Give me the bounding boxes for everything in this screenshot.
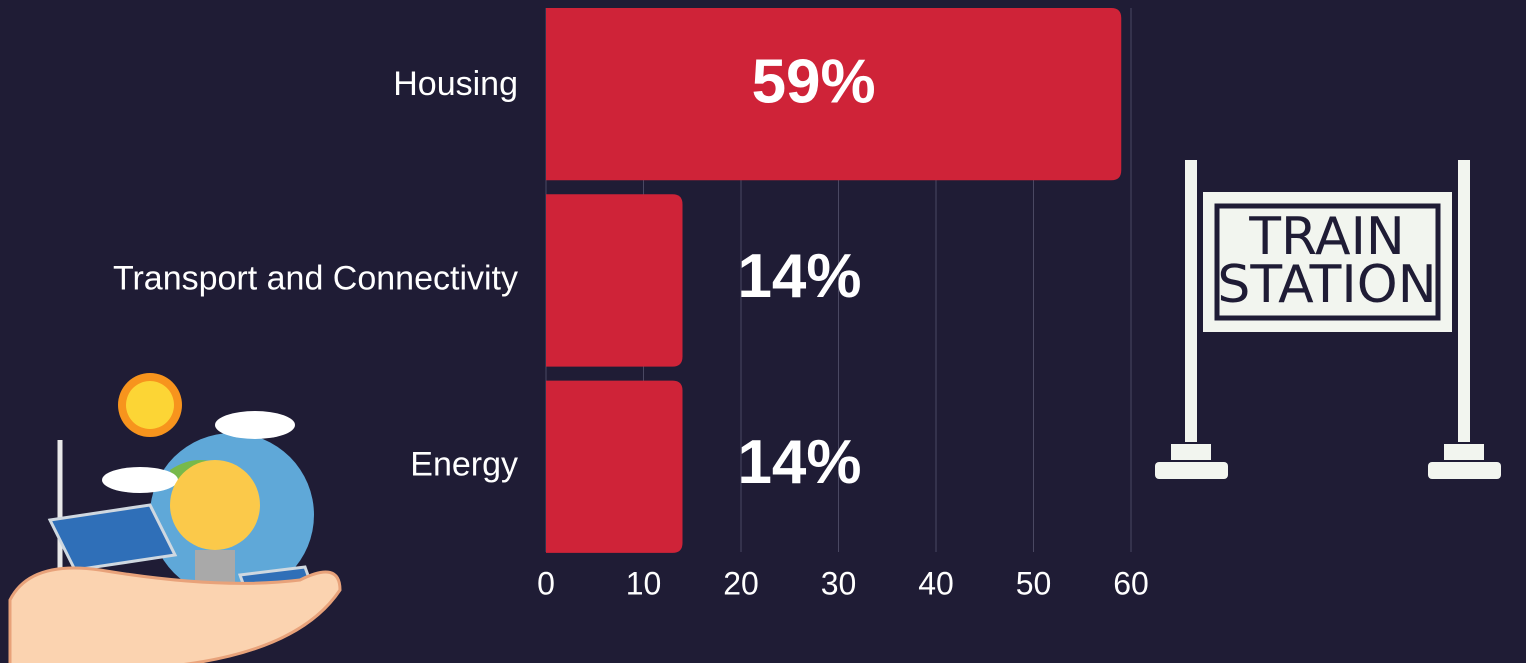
x-tick-label: 10	[626, 565, 662, 601]
sign-post	[1185, 160, 1197, 442]
category-label: Housing	[393, 65, 518, 103]
x-tick-label: 0	[537, 565, 555, 601]
sign-foot	[1428, 462, 1501, 479]
value-label: 14%	[737, 428, 861, 497]
train-station-sign: TRAIN STATION	[1155, 160, 1501, 479]
cloud	[102, 467, 178, 493]
x-tick-label: 40	[918, 565, 954, 601]
value-label: 14%	[737, 242, 861, 311]
cloud	[215, 411, 295, 439]
bulb	[170, 460, 260, 550]
solar-panel	[47, 503, 178, 572]
sign-post	[1458, 160, 1470, 442]
sun	[126, 381, 174, 429]
sign-text: TRAIN	[1248, 207, 1405, 267]
hand	[8, 566, 342, 663]
sign-foot	[1444, 444, 1484, 460]
green-energy-illustration	[8, 373, 342, 663]
value-label: 59%	[752, 48, 876, 117]
sign-board	[1203, 192, 1452, 332]
category-label: Energy	[410, 446, 518, 484]
category-label: Transport and Connectivity	[113, 259, 518, 297]
sign-text: STATION	[1217, 255, 1436, 315]
sign-foot	[1155, 462, 1228, 479]
bars	[546, 8, 1122, 553]
x-tick-label: 60	[1113, 565, 1149, 601]
sign-border	[1214, 203, 1441, 321]
sign-foot	[1171, 444, 1211, 460]
bar	[546, 380, 683, 553]
x-tick-label: 30	[821, 565, 857, 601]
bar	[546, 194, 683, 367]
bar	[546, 8, 1122, 181]
x-tick-label: 20	[723, 565, 759, 601]
x-tick-label: 50	[1016, 565, 1052, 601]
